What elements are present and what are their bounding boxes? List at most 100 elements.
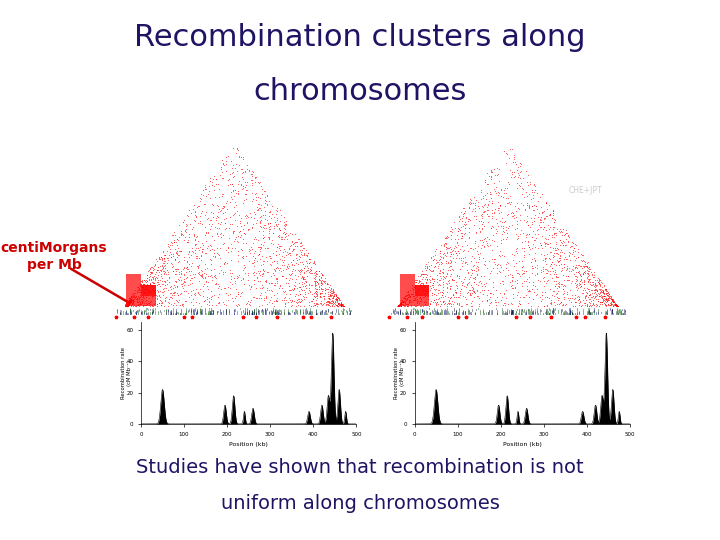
Point <box>125 293 137 301</box>
Point <box>298 264 310 273</box>
Point <box>324 302 336 310</box>
Point <box>467 287 479 295</box>
Point <box>318 299 330 307</box>
Point <box>269 281 281 290</box>
Point <box>409 287 420 296</box>
Point <box>438 273 449 281</box>
Point <box>208 171 220 180</box>
Point <box>168 236 180 245</box>
Point <box>395 301 407 310</box>
Point <box>318 291 329 300</box>
Point <box>125 298 137 306</box>
Point <box>265 285 276 294</box>
Point <box>251 235 262 244</box>
Point <box>430 285 441 294</box>
Point <box>578 276 590 285</box>
Point <box>523 287 534 296</box>
Point <box>324 281 336 289</box>
Point <box>500 159 512 168</box>
Point <box>133 287 145 296</box>
Point <box>199 295 210 304</box>
Point <box>176 267 187 275</box>
Point <box>395 301 407 310</box>
Point <box>184 260 195 268</box>
Point <box>173 235 184 244</box>
Point <box>428 290 440 299</box>
Point <box>469 200 481 209</box>
Point <box>150 286 161 294</box>
Point <box>504 222 516 231</box>
Point <box>585 280 596 288</box>
Point <box>124 294 135 302</box>
Point <box>289 278 300 286</box>
Point <box>563 272 575 281</box>
Point <box>262 300 274 308</box>
Point <box>150 274 162 282</box>
Point <box>319 277 330 286</box>
Point <box>148 264 160 273</box>
Point <box>315 277 327 286</box>
Point <box>158 247 169 255</box>
Point <box>554 240 566 249</box>
Point <box>337 301 348 309</box>
Point <box>210 253 221 262</box>
Point <box>145 297 157 306</box>
Point <box>513 298 525 307</box>
Point <box>572 291 584 300</box>
Point <box>489 207 500 216</box>
Point <box>434 246 446 255</box>
Point <box>273 233 284 241</box>
Point <box>584 290 595 299</box>
Point <box>215 253 226 262</box>
Point <box>512 163 523 172</box>
Point <box>179 277 190 286</box>
Point <box>537 267 549 275</box>
Point <box>551 225 562 234</box>
Point <box>491 170 503 179</box>
Point <box>498 221 509 230</box>
Point <box>143 297 154 306</box>
Point <box>333 299 344 308</box>
Point <box>215 165 226 173</box>
Point <box>460 219 472 228</box>
Point <box>261 191 273 199</box>
Point <box>393 300 405 308</box>
Point <box>271 207 283 215</box>
Point <box>197 271 208 279</box>
Point <box>148 300 160 308</box>
Point <box>605 292 616 301</box>
Point <box>328 298 340 307</box>
Point <box>297 273 308 282</box>
Point <box>600 300 611 308</box>
Point <box>438 296 450 305</box>
Point <box>237 224 248 233</box>
Point <box>598 296 610 305</box>
Point <box>283 276 294 285</box>
Point <box>145 287 156 296</box>
Point <box>287 265 299 273</box>
Point <box>420 300 432 309</box>
Point <box>581 273 593 282</box>
Point <box>228 192 239 200</box>
Point <box>433 280 445 289</box>
Point <box>159 268 171 276</box>
Point <box>156 265 168 274</box>
Point <box>480 191 491 200</box>
Point <box>336 300 348 309</box>
Point <box>136 277 148 286</box>
Point <box>544 293 555 302</box>
Point <box>158 287 169 295</box>
Point <box>576 251 588 260</box>
Point <box>459 272 471 281</box>
Point <box>146 285 158 293</box>
Point <box>274 226 286 234</box>
Point <box>568 252 580 261</box>
Point <box>313 281 325 290</box>
Point <box>534 293 546 302</box>
Point <box>611 301 623 309</box>
Point <box>451 254 462 262</box>
Point <box>260 288 271 296</box>
Point <box>464 203 475 212</box>
Point <box>452 224 464 233</box>
Point <box>514 292 526 301</box>
